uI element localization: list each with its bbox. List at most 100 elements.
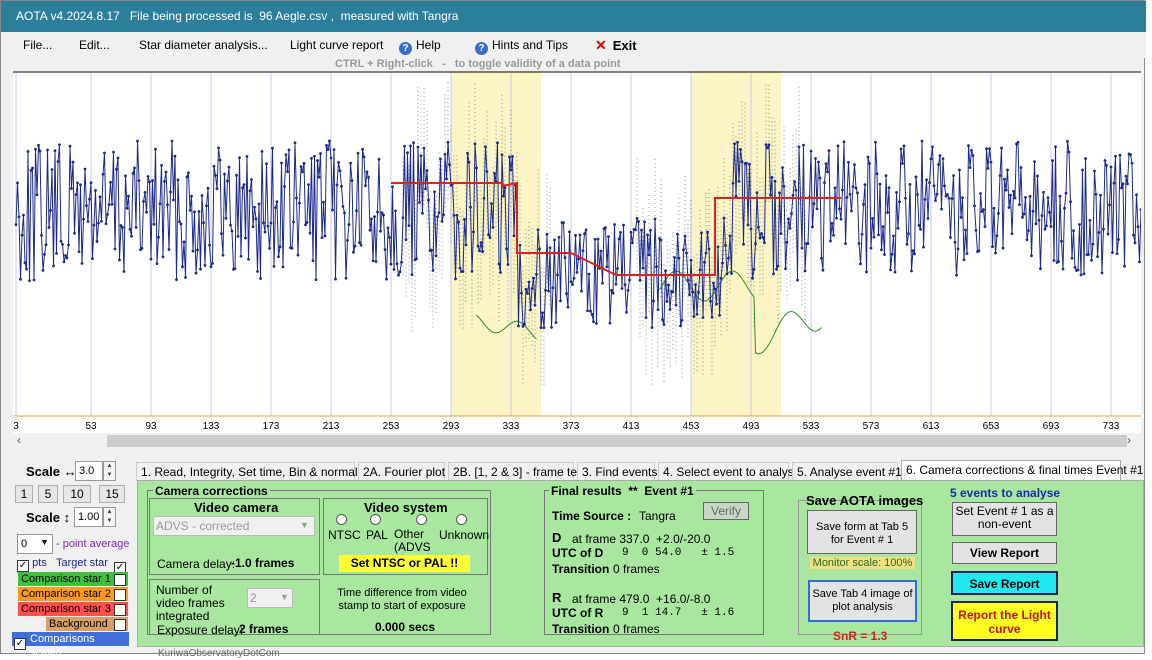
data-point [353,244,357,248]
frames-integrated-select[interactable]: 2 [247,588,293,608]
point-average-select[interactable]: 0 [17,534,53,554]
scale-5-button[interactable]: 5 [38,485,58,503]
data-point [757,225,760,229]
data-point [395,262,399,266]
data-point [959,215,963,219]
target-series-line [15,141,1141,328]
menu-star-diameter[interactable]: Star diameter analysis... [139,38,268,52]
comparison-star-2-checkbox[interactable] [114,588,126,602]
data-point [926,217,930,220]
data-point [1090,258,1093,262]
data-point [1063,206,1066,210]
scroll-left-icon[interactable]: ‹ [17,433,21,447]
unknown-radio[interactable] [456,514,467,525]
camera-delay-value: -1.0 frames [231,556,295,570]
data-point [989,160,993,164]
data-point [101,172,105,176]
data-point [928,181,931,185]
scroll-right-icon[interactable]: › [1127,433,1131,447]
data-point [637,220,640,223]
data-point [733,142,736,146]
data-point [293,141,297,145]
data-point [541,311,544,315]
menu-help[interactable]: ? Help [399,38,441,55]
scale-h-input[interactable]: 3.0 [75,461,103,481]
tab-find-events[interactable]: 3. Find events [577,462,657,481]
data-point [431,269,435,272]
verify-button[interactable]: Verify [703,502,749,520]
data-point [1001,246,1005,250]
data-point [539,326,543,329]
data-point [470,269,474,273]
background-checkbox[interactable] [114,618,126,632]
save-form-button[interactable]: Save form at Tab 5 for Event # 1 [807,510,917,554]
tab-read-integrity[interactable]: 1. Read, Integrity, Set time, Bin & norm… [136,462,373,481]
light-curve-plot[interactable]: 3 53 93 133 173 213 253 293 333 373 413 453 493 533 57… [13,71,1141,433]
scale-v-input[interactable]: 1.00 [74,507,103,527]
tab-frame-test[interactable]: 2B. [1, 2 & 3] - frame test [448,462,586,481]
scale-15-button[interactable]: 15 [99,485,125,503]
data-point [590,312,594,316]
data-point [847,160,850,164]
pts-checkbox[interactable]: ✓ pts [17,557,47,572]
data-point [923,197,927,201]
data-point [362,155,366,159]
data-point [440,219,444,223]
camera-select[interactable]: ADVS - corrected [153,516,315,536]
menu-hints[interactable]: ? Hints and Tips [475,38,568,55]
menu-light-curve-report[interactable]: Light curve report [290,38,384,52]
comparisons-scaled-checkbox[interactable]: ✓ [14,633,26,650]
tab-camera-corrections[interactable]: 6. Camera corrections & final times Even… [901,460,1143,481]
data-point [305,221,309,224]
data-point [791,193,795,197]
data-point [557,235,561,239]
comparison-star-3-checkbox[interactable] [114,603,126,617]
data-point [311,259,315,263]
data-point [350,179,354,183]
tab-analyse-event[interactable]: 5. Analyse event #1 [792,462,902,481]
d-label: D [552,530,562,545]
data-point [22,213,25,217]
data-point [14,223,18,226]
video-system-title: Video system [364,500,448,515]
scroll-thumb[interactable] [107,435,1127,447]
x-tick-label: 333 [503,421,520,432]
data-point [917,224,921,227]
data-point [172,198,175,202]
tab-fourier[interactable]: 2A. Fourier plot [358,462,445,481]
data-point [376,210,379,214]
report-light-curve-button[interactable]: Report the Light curve [951,601,1058,641]
ntsc-radio[interactable] [336,514,347,525]
data-point [100,219,103,223]
data-point [673,256,676,259]
data-point [116,156,120,160]
scale-1-button[interactable]: 1 [15,485,33,503]
scale-v-spinner[interactable]: ▲ ▼ [103,507,116,527]
data-point [67,243,70,247]
data-point [865,270,868,274]
other-radio[interactable] [416,514,427,525]
data-point [1112,181,1116,185]
data-point [875,172,879,176]
tab-select-event[interactable]: 4. Select event to analyse [658,462,800,481]
data-point [763,241,766,245]
data-point [334,277,337,281]
data-point [742,242,745,246]
scale-h-spinner[interactable]: ▲ ▼ [103,461,116,481]
menu-exit[interactable]: ✕ Exit [595,37,637,53]
data-point [452,213,456,217]
data-point [238,156,241,160]
save-tab4-button[interactable]: Save Tab 4 image of plot analysis [808,580,917,622]
data-point [550,325,553,329]
set-non-event-button[interactable]: Set Event # 1 as a non-event [952,502,1057,536]
data-point [476,244,480,248]
scale-10-button[interactable]: 10 [63,485,91,503]
save-report-button[interactable]: Save Report [951,571,1058,595]
menu-edit[interactable]: Edit... [79,38,110,52]
view-report-button[interactable]: View Report [952,542,1057,564]
pal-radio[interactable] [370,514,381,525]
menu-file[interactable]: File... [23,38,53,52]
comparison-star-1-checkbox[interactable] [114,573,126,587]
chevron-down-icon: ▼ [280,592,289,602]
plot-scrollbar[interactable]: ‹ › [13,433,1141,449]
